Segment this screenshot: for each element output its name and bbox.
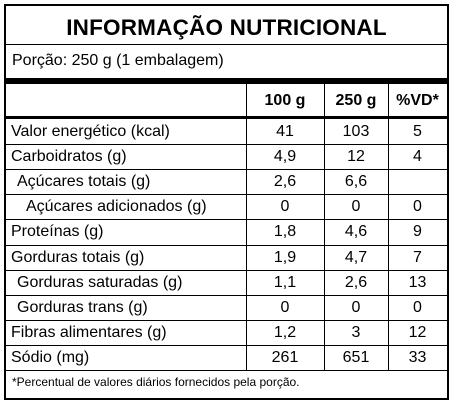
value-per-100g: 1,2 — [273, 323, 297, 341]
value-per-100g: 1,9 — [273, 248, 297, 266]
row-divider — [6, 294, 447, 296]
header-per-serving: 250 g — [335, 92, 377, 109]
row-divider — [6, 319, 447, 321]
value-per-serving: 4,6 — [344, 223, 368, 241]
nutrient-name: Fibras alimentares (g) — [11, 323, 167, 341]
column-divider-2 — [324, 84, 325, 370]
footnote: *Percentual de valores diários fornecido… — [12, 375, 300, 389]
nutrient-name: Gorduras totais (g) — [11, 248, 145, 266]
value-per-serving: 103 — [342, 123, 370, 140]
column-divider-3 — [388, 84, 389, 370]
value-per-serving: 0 — [351, 298, 361, 316]
nutrient-name: Açúcares adicionados (g) — [26, 198, 207, 216]
value-per-100g: 0 — [280, 298, 290, 316]
value-per-serving: 6,6 — [344, 173, 368, 191]
row-divider — [6, 169, 447, 171]
value-per-100g: 0 — [280, 198, 290, 216]
value-per-100g: 4,9 — [273, 148, 297, 166]
nutrient-name: Gorduras saturadas (g) — [17, 273, 183, 291]
value-per-serving: 2,6 — [344, 273, 368, 291]
value-per-serving: 3 — [351, 323, 361, 341]
serving-size: Porção: 250 g (1 embalagem) — [12, 52, 224, 69]
value-per-serving: 12 — [347, 148, 365, 166]
row-divider — [6, 144, 447, 146]
table-row: Fibras alimentares (g) 1,2 3 12 — [6, 320, 447, 346]
value-daily-percent: 5 — [413, 123, 422, 140]
row-divider — [6, 194, 447, 196]
value-per-100g: 1,1 — [273, 273, 297, 291]
value-daily-percent: 0 — [413, 198, 422, 216]
table-row: Proteínas (g) 1,8 4,6 9 — [6, 219, 447, 245]
value-per-100g: 2,6 — [273, 173, 297, 191]
value-daily-percent: 7 — [413, 248, 422, 266]
header-per-100g: 100 g — [264, 92, 306, 109]
table-row: Gorduras totais (g) 1,9 4,7 7 — [6, 245, 447, 271]
value-per-serving: 4,7 — [344, 248, 368, 266]
value-per-100g: 1,8 — [273, 223, 297, 241]
header-divider — [6, 116, 447, 119]
title-divider — [6, 44, 447, 45]
table-row: Açúcares totais (g) 2,6 6,6 — [6, 169, 447, 195]
table-row: Açúcares adicionados (g) 0 0 0 — [6, 194, 447, 220]
value-per-100g: 261 — [271, 348, 299, 366]
nutrient-name: Sódio (mg) — [11, 348, 90, 366]
value-daily-percent: 12 — [408, 323, 427, 341]
table-row: Gorduras trans (g) 0 0 0 — [6, 295, 447, 321]
value-per-100g: 41 — [276, 123, 294, 140]
nutrient-name: Açúcares totais (g) — [17, 173, 151, 191]
row-divider — [6, 269, 447, 271]
nutrient-name: Valor energético (kcal) — [11, 123, 170, 140]
row-divider — [6, 219, 447, 221]
value-per-serving: 0 — [351, 198, 361, 216]
value-daily-percent: 13 — [408, 273, 427, 291]
nutrition-facts-label: INFORMAÇÃO NUTRICIONAL Porção: 250 g (1 … — [4, 4, 449, 400]
label-title: INFORMAÇÃO NUTRICIONAL — [66, 15, 387, 40]
table-row: Carboidratos (g) 4,9 12 4 — [6, 144, 447, 170]
header-daily-value: %VD* — [396, 92, 439, 109]
serving-divider — [6, 78, 447, 84]
row-divider — [6, 344, 447, 346]
value-daily-percent: 0 — [413, 298, 422, 316]
value-per-serving: 651 — [342, 348, 370, 366]
value-daily-percent: 4 — [413, 148, 422, 166]
nutrient-name: Proteínas (g) — [11, 223, 104, 241]
table-row: Valor energético (kcal) 41 103 5 — [6, 119, 447, 145]
footer-divider — [6, 370, 447, 371]
nutrient-name: Carboidratos (g) — [11, 148, 127, 166]
row-divider — [6, 244, 447, 246]
table-row: Gorduras saturadas (g) 1,1 2,6 13 — [6, 270, 447, 296]
nutrient-name: Gorduras trans (g) — [17, 298, 148, 316]
value-daily-percent: 9 — [413, 223, 422, 241]
value-daily-percent: 33 — [408, 348, 427, 366]
column-divider-1 — [246, 84, 247, 370]
table-row: Sódio (mg) 261 651 33 — [6, 345, 447, 371]
